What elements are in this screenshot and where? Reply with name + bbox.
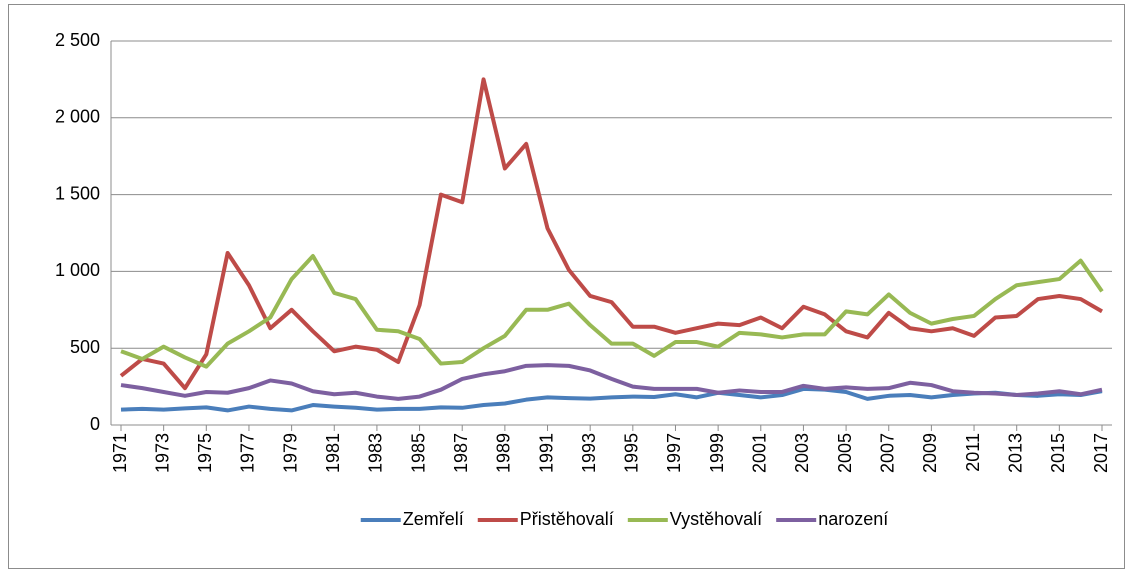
x-tick-label: 1991	[536, 433, 556, 473]
series-line	[119, 77, 1103, 391]
legend: Zemřelí Přistěhovalí Vystěhovalí narození	[360, 509, 888, 529]
legend-label: Vystěhovalí	[670, 509, 762, 529]
x-tick-label: 1997	[664, 433, 684, 473]
x-tick-label: 2015	[1048, 433, 1068, 473]
x-tick-label: 2003	[792, 433, 812, 473]
x-tick-label: 1995	[622, 433, 642, 473]
series-line	[120, 254, 1104, 369]
y-tick-label: 0	[90, 414, 100, 434]
legend-label: Zemřelí	[403, 509, 464, 529]
x-tick-label: 1973	[152, 433, 172, 473]
x-tick-label: 1983	[366, 433, 386, 473]
chart-frame	[8, 4, 1125, 569]
y-tick-label: 2 000	[55, 107, 100, 127]
x-tick-label: 1979	[280, 433, 300, 473]
x-tick-label: 2009	[920, 433, 940, 473]
series-line	[120, 386, 1103, 413]
x-tick-label: 2017	[1091, 433, 1111, 473]
x-tick-label: 2011	[963, 433, 983, 472]
x-tick-label: 2013	[1005, 433, 1025, 473]
x-tick-label: 1993	[579, 433, 599, 473]
y-tick-label: 500	[70, 337, 100, 357]
x-tick-label: 1971	[110, 433, 130, 473]
y-tick-label: 2 500	[55, 30, 100, 50]
x-tick-label: 2007	[877, 433, 897, 473]
series-line	[120, 363, 1103, 401]
x-tick-label: 2005	[835, 433, 855, 473]
x-tick-label: 1977	[238, 433, 258, 473]
x-tick-label: 1981	[323, 433, 343, 473]
x-tick-label: 2001	[750, 433, 770, 473]
y-tick-label: 1 500	[55, 183, 100, 203]
x-tick-label: 1975	[195, 433, 215, 473]
x-tick-label: 1989	[494, 433, 514, 473]
x-tick-label: 1987	[451, 433, 471, 473]
y-tick-label: 1 000	[55, 260, 100, 280]
x-tick-label: 1985	[408, 433, 428, 473]
legend-label: narození	[818, 509, 888, 529]
x-tick-label: 1999	[707, 433, 727, 473]
legend-label: Přistěhovalí	[520, 509, 614, 529]
